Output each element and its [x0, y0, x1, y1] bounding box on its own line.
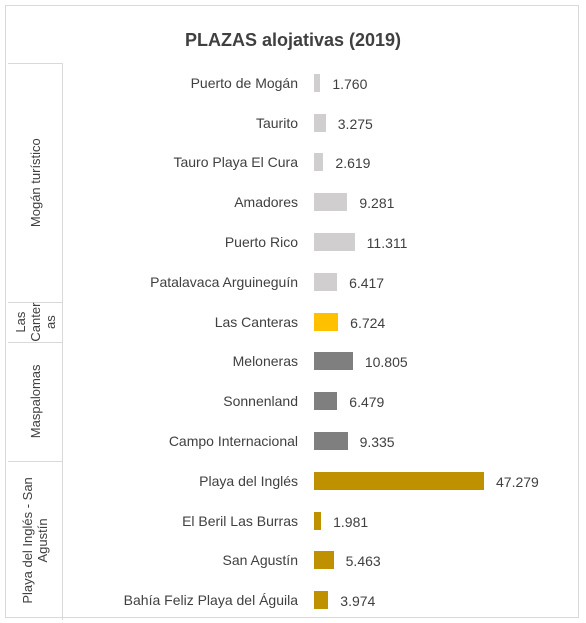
value-label: 6.417: [349, 274, 385, 291]
value-label: 6.724: [350, 314, 386, 331]
bar: [314, 193, 348, 212]
value-label: 1.981: [333, 513, 369, 530]
category-label: Meloneras: [232, 353, 298, 370]
bar: [314, 551, 334, 570]
value-label: 5.463: [345, 553, 381, 570]
category-label: Puerto de Mogán: [190, 74, 298, 91]
bar: [314, 73, 321, 92]
category-label: Bahía Feliz Playa del Águila: [123, 592, 298, 609]
category-label: Playa del Inglés: [199, 472, 298, 489]
category-label: Patalavaca Arguineguín: [150, 273, 298, 290]
bar: [314, 471, 484, 490]
category-label: San Agustín: [222, 552, 298, 569]
value-label: 10.805: [364, 354, 408, 371]
bar: [314, 312, 339, 331]
bar: [314, 233, 355, 252]
bar: [314, 431, 348, 450]
value-label: 1.760: [332, 75, 368, 92]
chart-border: [5, 5, 579, 618]
value-label: 9.281: [359, 195, 395, 212]
bar: [314, 153, 324, 172]
category-label: Campo Internacional: [168, 432, 298, 449]
value-label: 3.974: [340, 593, 376, 610]
chart-title: PLAZAS alojativas (2019): [184, 30, 402, 50]
category-label: Tauro Playa El Cura: [173, 154, 298, 171]
value-label: 11.311: [366, 235, 408, 252]
category-label: Las Canteras: [214, 313, 298, 330]
bar: [314, 272, 338, 291]
value-label: 6.479: [349, 394, 385, 411]
group-separator: [8, 460, 62, 462]
bar: [314, 591, 329, 610]
group-label: Mogán turístico: [27, 137, 43, 227]
value-label: 47.279: [496, 473, 539, 490]
group-column-line: [62, 63, 63, 620]
category-label: Amadores: [234, 194, 298, 211]
category-label: El Beril Las Burras: [182, 512, 298, 529]
group-separator: [8, 341, 62, 343]
bar: [314, 352, 353, 371]
bar: [314, 392, 338, 411]
category-label: Sonnenland: [223, 393, 298, 410]
category-label: Taurito: [255, 114, 298, 131]
group-separator: [8, 63, 62, 64]
value-label: 3.275: [337, 115, 373, 132]
category-label: Puerto Rico: [224, 234, 298, 251]
value-label: 9.335: [359, 433, 395, 450]
value-label: 2.619: [335, 155, 371, 172]
bar: [314, 113, 326, 132]
bar: [314, 511, 322, 530]
group-separator: [8, 301, 62, 303]
